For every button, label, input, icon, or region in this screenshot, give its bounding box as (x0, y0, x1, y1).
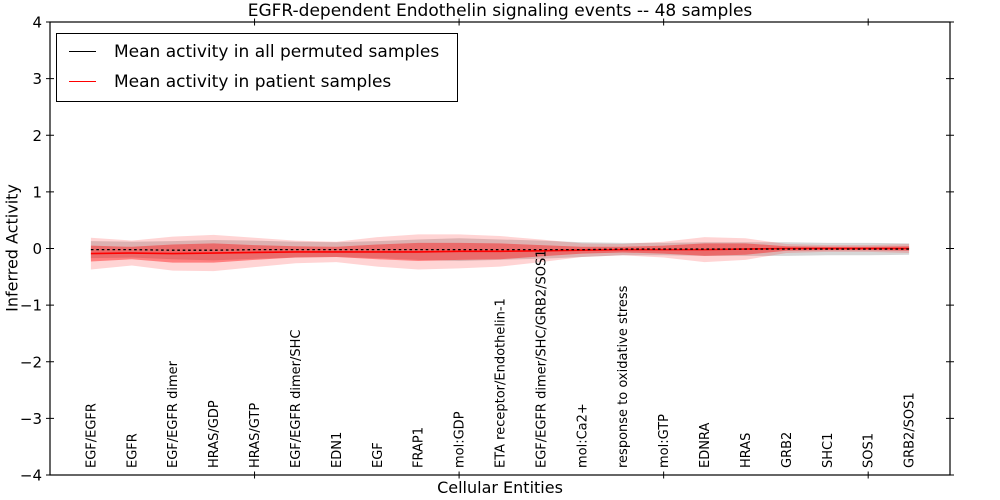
x-category-label: response to oxidative stress (616, 285, 631, 468)
x-category-label: EGFR (125, 433, 140, 468)
x-category-label: HRAS (739, 433, 754, 468)
x-category-label: ETA receptor/Endothelin-1 (494, 298, 509, 468)
y-axis-label: Inferred Activity (2, 184, 22, 312)
band-patient-outer (90, 234, 910, 272)
x-category-label: EGF/EGFR (84, 403, 99, 468)
y-tick-label: −3 (20, 410, 42, 428)
x-category-label: FRAP1 (412, 427, 427, 468)
x-category-label: mol:Ca2+ (575, 403, 590, 468)
x-category-label: SOS1 (862, 433, 877, 468)
x-category-label: EGF/EGFR dimer (166, 360, 181, 468)
legend: Mean activity in all permuted samples Me… (56, 33, 459, 102)
x-category-label: GRB2/SOS1 (903, 392, 918, 468)
x-category-label: SHC1 (821, 433, 836, 468)
x-category-label: HRAS/GTP (248, 403, 263, 468)
x-category-label: mol:GDP (453, 411, 468, 468)
chart-title: EGFR-dependent Endothelin signaling even… (247, 1, 753, 21)
x-category-label: HRAS/GDP (207, 400, 222, 468)
line-permuted-mean (90, 248, 910, 251)
x-category-label: EGF/EGFR dimer/SHC/GRB2/SOS1 (534, 250, 549, 469)
y-tick-label: −4 (20, 467, 42, 485)
band-permuted (90, 238, 910, 261)
x-category-label: EGF (371, 442, 386, 468)
legend-item-patient: Mean activity in patient samples (69, 69, 439, 94)
y-tick-label: −2 (20, 353, 42, 371)
legend-label-patient: Mean activity in patient samples (114, 71, 392, 92)
y-tick-label: 4 (32, 14, 42, 32)
y-tick-label: 3 (32, 70, 42, 88)
x-category-label: GRB2 (780, 432, 795, 468)
y-tick-label: −1 (20, 297, 42, 315)
x-category-label: EGF/EGFR dimer/SHC (289, 330, 304, 468)
y-tick-label: 0 (32, 240, 42, 258)
x-axis-label: Cellular Entities (437, 478, 563, 497)
x-category-label: EDNRA (698, 423, 713, 468)
legend-line-sample-permuted (69, 51, 96, 52)
legend-line-sample-patient (69, 81, 96, 82)
band-patient-inner (90, 242, 910, 263)
y-tick-label: 1 (32, 183, 42, 201)
legend-label-permuted: Mean activity in all permuted samples (114, 41, 440, 62)
legend-item-permuted: Mean activity in all permuted samples (69, 39, 439, 64)
x-category-label: mol:GTP (657, 414, 672, 468)
y-tick-label: 2 (32, 127, 42, 145)
x-category-label: EDN1 (330, 432, 345, 468)
